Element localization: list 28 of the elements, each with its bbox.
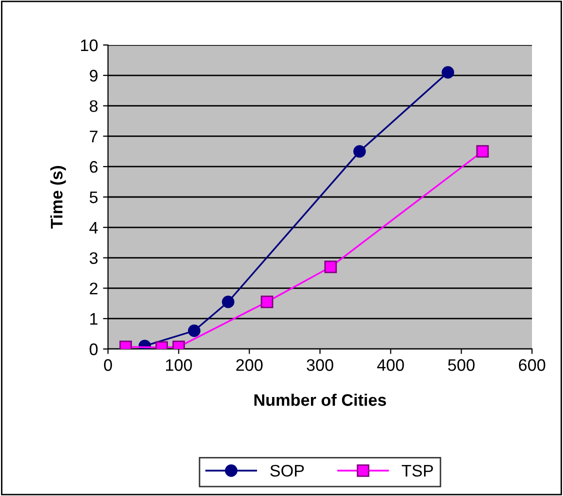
y-tick-label: 0 (90, 343, 98, 356)
point (222, 296, 234, 308)
y-tick-label: 1 (90, 313, 98, 325)
x-tick-label: 200 (236, 359, 263, 371)
x-axis-title: Number of Cities (254, 394, 386, 406)
x-tick-label: 400 (377, 359, 404, 371)
y-tick-label: 5 (90, 192, 98, 204)
y-tick-label: 3 (90, 252, 98, 264)
point (353, 145, 366, 158)
legend-label: TSP (402, 464, 433, 477)
x-tick-label: 600 (518, 359, 546, 371)
point (442, 66, 454, 79)
y-tick-label: 2 (90, 282, 98, 294)
y-tick-label: 9 (90, 70, 98, 82)
y-tick-label: 4 (89, 222, 98, 234)
x-tick-label: 300 (306, 359, 334, 371)
y-tick-label: 10 (81, 39, 98, 52)
x-tick-label: 0 (104, 359, 112, 371)
y-tick-label: 6 (90, 161, 98, 173)
point (476, 145, 489, 158)
x-tick-label: 100 (166, 359, 192, 371)
legend-label: SOP (270, 464, 304, 477)
point (324, 260, 337, 274)
x-tick-label: 500 (448, 359, 475, 371)
y-tick-label: 7 (90, 130, 98, 142)
y-axis-title: Time (s) (50, 166, 66, 229)
y-tick-label: 8 (90, 100, 98, 112)
point (260, 296, 274, 308)
